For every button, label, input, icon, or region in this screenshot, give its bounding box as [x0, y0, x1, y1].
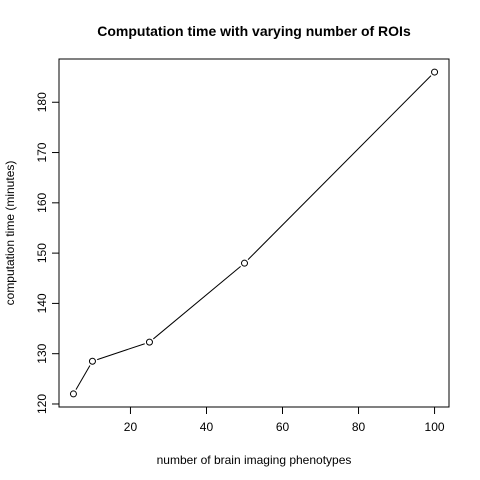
y-tick-label: 130 — [35, 343, 49, 363]
data-point — [240, 259, 248, 267]
y-axis-label: computation time (minutes) — [3, 161, 17, 306]
series-line — [69, 68, 439, 398]
y-tick-label: 160 — [35, 192, 49, 212]
data-point — [431, 68, 439, 76]
x-tick-label: 40 — [200, 420, 214, 434]
chart-title: Computation time with varying number of … — [97, 23, 411, 39]
line-segment — [152, 265, 241, 340]
data-point — [145, 338, 153, 346]
plot-frame — [58, 58, 450, 408]
y-tick-label: 170 — [35, 142, 49, 162]
y-tick-label: 140 — [35, 293, 49, 313]
y-axis: 120 130 140 150 160 170 180 — [35, 92, 60, 414]
y-tick-label: 150 — [35, 243, 49, 263]
data-point — [69, 390, 77, 398]
line-segment — [97, 343, 145, 361]
y-tick-label: 120 — [35, 394, 49, 414]
x-axis-label: number of brain imaging phenotypes — [157, 453, 352, 467]
x-tick-label: 20 — [124, 420, 138, 434]
x-axis: 20 40 60 80 100 — [124, 406, 445, 434]
x-tick-label: 60 — [276, 420, 290, 434]
x-tick-label: 100 — [425, 420, 445, 434]
x-tick-label: 80 — [352, 420, 366, 434]
data-point — [88, 357, 96, 365]
y-tick-label: 180 — [35, 92, 49, 112]
line-segment — [75, 365, 91, 390]
line-segment — [247, 75, 432, 260]
